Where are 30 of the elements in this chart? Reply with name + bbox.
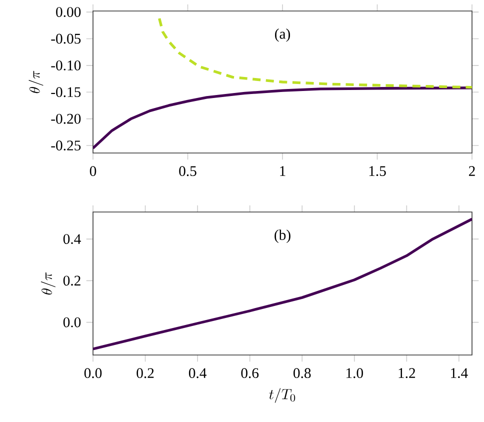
x-tick-label: 0.2 <box>136 368 154 378</box>
annotation: (a) <box>275 28 290 42</box>
x-tick-label: 1 <box>280 166 286 176</box>
x-tick-label: 2 <box>468 166 475 176</box>
x-tick-label: 0.6 <box>241 368 259 378</box>
annotation: (b) <box>274 230 290 243</box>
y-tick-label: -0.10 <box>51 60 81 70</box>
x-tick-label: 0.4 <box>188 368 206 378</box>
line-series <box>93 86 472 150</box>
y-tick-label: 0.00 <box>56 7 81 18</box>
y-tick-label: -0.25 <box>51 140 81 151</box>
x-tick-label: 1.4 <box>451 368 468 378</box>
y-axis-title: $\theta/\pi$ <box>40 272 56 295</box>
y-tick-label: -0.20 <box>51 114 81 124</box>
x-tick-label: 0.0 <box>84 368 102 378</box>
x-tick-label: 1.5 <box>369 166 386 176</box>
x-tick-label: 0 <box>90 166 96 176</box>
y-tick-label: 0.0 <box>63 317 81 328</box>
line-series <box>93 218 472 350</box>
x-tick-label: 0.5 <box>179 166 196 176</box>
x-tick-label: 1.2 <box>398 368 416 378</box>
y-tick-label: -0.15 <box>51 87 81 98</box>
y-axis-title: $\theta/\pi$ <box>28 70 44 94</box>
x-axis-title: $t/T_0$ <box>269 388 296 403</box>
y-tick-label: 0.2 <box>63 276 80 286</box>
y-tick-label: 0.4 <box>63 234 81 244</box>
line-series <box>158 17 472 89</box>
x-tick-label: 0.8 <box>294 368 311 378</box>
x-tick-label: 1.0 <box>346 368 363 378</box>
y-tick-label: -0.05 <box>51 34 81 44</box>
